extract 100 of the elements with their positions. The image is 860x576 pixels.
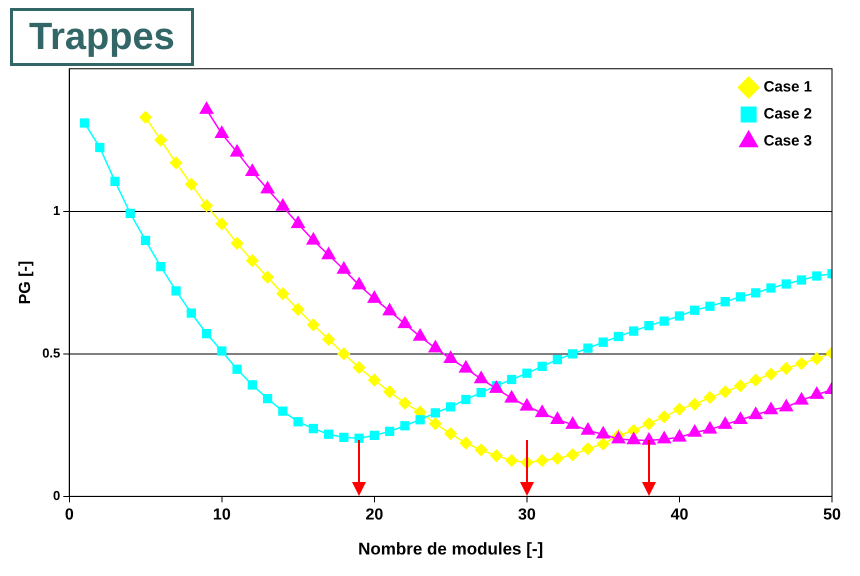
point — [780, 362, 792, 375]
y-tick-label: 0 — [53, 488, 60, 503]
point — [598, 338, 608, 347]
point — [185, 178, 198, 190]
point — [490, 449, 503, 462]
y-axis-title: PG [-] — [17, 260, 34, 304]
chart-title: Trappes — [10, 8, 194, 66]
y-tick-label: 1 — [53, 202, 60, 218]
x-tick-label: 40 — [670, 506, 688, 524]
point — [415, 415, 425, 424]
point — [126, 208, 135, 218]
point — [232, 364, 242, 374]
point — [276, 287, 290, 300]
x-axis-title: Nombre de modules [-] — [358, 539, 544, 558]
point — [352, 361, 366, 374]
point — [749, 374, 762, 386]
legend-label: Case 2 — [764, 106, 812, 123]
point — [293, 417, 303, 426]
point — [460, 436, 472, 450]
point — [782, 279, 791, 289]
point — [596, 438, 610, 450]
point — [552, 354, 562, 364]
point — [795, 357, 808, 370]
point — [110, 176, 120, 186]
x-tick-label: 30 — [518, 506, 536, 524]
point — [461, 394, 471, 404]
point — [583, 344, 593, 353]
point — [246, 254, 259, 267]
point — [705, 302, 715, 311]
point — [522, 368, 532, 378]
point — [629, 326, 638, 336]
point — [384, 426, 394, 436]
point — [766, 283, 776, 293]
point — [688, 398, 701, 411]
point — [751, 288, 760, 298]
point — [230, 144, 244, 157]
point — [551, 452, 564, 465]
point — [139, 111, 152, 124]
point — [505, 454, 518, 467]
point — [308, 424, 318, 434]
point — [324, 430, 334, 439]
point — [322, 333, 335, 346]
y-tick-label: 0.5 — [42, 345, 60, 360]
point — [200, 199, 213, 212]
point — [474, 444, 488, 456]
point — [644, 321, 654, 330]
point — [140, 236, 150, 246]
legend-label: Case 3 — [764, 132, 812, 150]
point — [812, 271, 822, 281]
x-tick-label: 0 — [64, 506, 74, 524]
point — [261, 270, 274, 284]
point — [446, 402, 456, 412]
point — [339, 432, 348, 442]
point — [642, 417, 656, 430]
point — [398, 396, 412, 410]
point — [80, 118, 90, 128]
point — [400, 421, 410, 430]
point — [186, 308, 196, 318]
point — [262, 394, 272, 404]
point — [568, 349, 578, 359]
point — [338, 348, 350, 360]
point — [429, 417, 442, 430]
point — [230, 237, 244, 250]
point — [674, 311, 684, 321]
point — [202, 328, 212, 338]
point — [370, 430, 379, 440]
point — [810, 352, 823, 365]
point — [354, 434, 364, 443]
point — [614, 332, 624, 342]
point — [704, 391, 716, 404]
point — [673, 402, 686, 416]
point — [718, 386, 732, 398]
point — [383, 386, 396, 398]
point — [720, 297, 730, 306]
point — [368, 374, 381, 386]
point — [292, 303, 304, 316]
point — [171, 286, 181, 296]
point — [507, 374, 516, 384]
point — [658, 410, 670, 424]
point — [764, 368, 778, 380]
point — [538, 362, 547, 372]
x-tick-label: 10 — [212, 506, 231, 524]
point — [156, 262, 166, 272]
point — [217, 346, 226, 356]
point — [582, 442, 594, 456]
point — [307, 318, 320, 332]
point — [154, 134, 168, 146]
point — [215, 126, 229, 138]
point — [444, 427, 457, 440]
point — [248, 380, 257, 390]
point — [566, 448, 579, 462]
point — [660, 316, 669, 326]
point — [734, 380, 747, 392]
point — [278, 406, 288, 416]
point — [476, 388, 486, 398]
point — [170, 156, 182, 170]
point — [736, 292, 746, 302]
point — [430, 408, 440, 418]
point — [796, 275, 806, 285]
point — [536, 454, 548, 467]
